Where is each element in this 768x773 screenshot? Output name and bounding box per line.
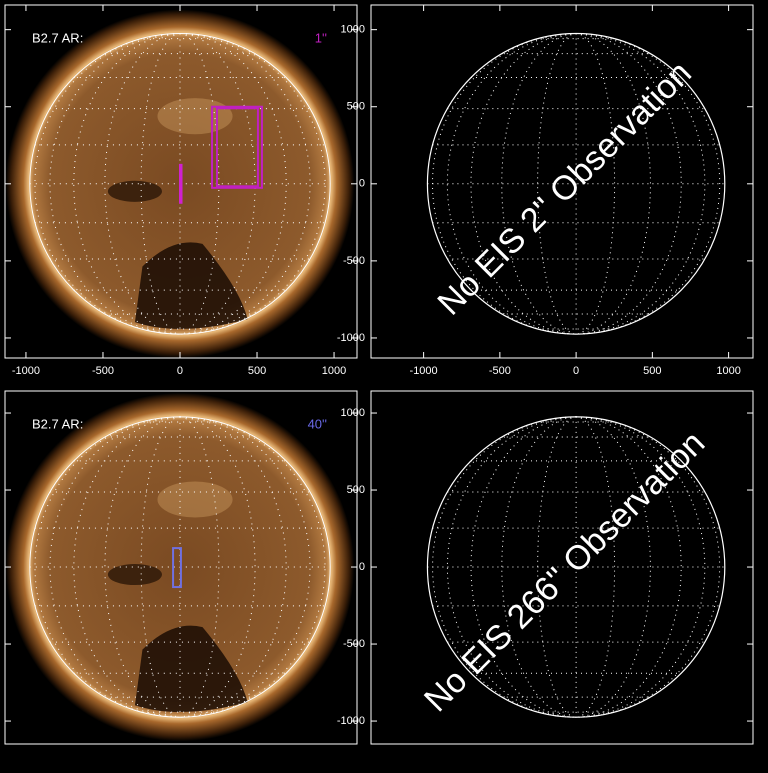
eis-raster-box xyxy=(211,105,263,189)
annotation-right: 40'' xyxy=(308,416,327,431)
x-tick-label: 1000 xyxy=(322,365,346,377)
meridian xyxy=(576,33,615,335)
x-tick-label: -1000 xyxy=(12,365,40,377)
annotation-left: B2.7 AR: xyxy=(32,416,83,431)
panel-content xyxy=(426,32,726,335)
annotation-left: B2.7 AR: xyxy=(32,30,83,45)
meridian xyxy=(576,416,616,718)
no-observation-message: No EIS 266'' Observation xyxy=(417,424,712,719)
eis-raster-box xyxy=(172,547,182,589)
panel: No EIS 266'' Observation 1000 500 0 -500 -100… xyxy=(337,390,754,745)
meridian xyxy=(576,416,721,718)
panel-content xyxy=(426,416,726,718)
panel: B2.7 AR: 1'' -1000 -500 0 500 1000 xyxy=(4,4,358,377)
x-tick-label: 1000 xyxy=(716,365,740,377)
y-tick-label: -1000 xyxy=(337,332,365,344)
panel: No EIS 2'' Observation 1000 500 0 -500 -1000 -… xyxy=(337,4,754,377)
y-tick-label: 0 xyxy=(359,561,365,573)
annotation-right: 1'' xyxy=(315,30,327,45)
meridian xyxy=(537,416,577,718)
dark-region xyxy=(107,564,162,586)
meridian xyxy=(537,33,577,335)
y-tick-label: -500 xyxy=(343,638,365,650)
x-tick-label: 0 xyxy=(177,365,183,377)
coronal-hole xyxy=(134,625,248,713)
y-tick-label: 1000 xyxy=(341,24,365,36)
dark-region xyxy=(107,180,162,202)
x-tick-label: -500 xyxy=(489,365,511,377)
y-tick-label: -1000 xyxy=(337,715,365,727)
panel: B2.7 AR: 40'' xyxy=(4,390,358,745)
meridian xyxy=(576,33,720,335)
x-tick-label: -500 xyxy=(92,365,114,377)
coronal-hole xyxy=(134,242,248,329)
y-tick-label: 500 xyxy=(347,484,365,496)
y-tick-label: 1000 xyxy=(341,407,365,419)
active-region xyxy=(157,98,233,135)
y-tick-label: 0 xyxy=(359,178,365,190)
x-tick-label: 500 xyxy=(248,365,266,377)
meridian xyxy=(179,33,256,335)
plot-frame xyxy=(370,4,754,359)
x-tick-label: 500 xyxy=(643,365,661,377)
y-tick-label: -500 xyxy=(343,255,365,267)
active-region xyxy=(157,481,233,518)
plot-frame xyxy=(4,4,358,359)
meridian xyxy=(104,33,181,335)
x-tick-label: 0 xyxy=(573,365,579,377)
eis-raster-box xyxy=(178,163,183,204)
y-tick-label: 500 xyxy=(347,101,365,113)
eis-raster-box xyxy=(215,107,259,188)
x-tick-label: -1000 xyxy=(410,365,438,377)
no-observation-message: No EIS 2'' Observation xyxy=(430,54,699,323)
